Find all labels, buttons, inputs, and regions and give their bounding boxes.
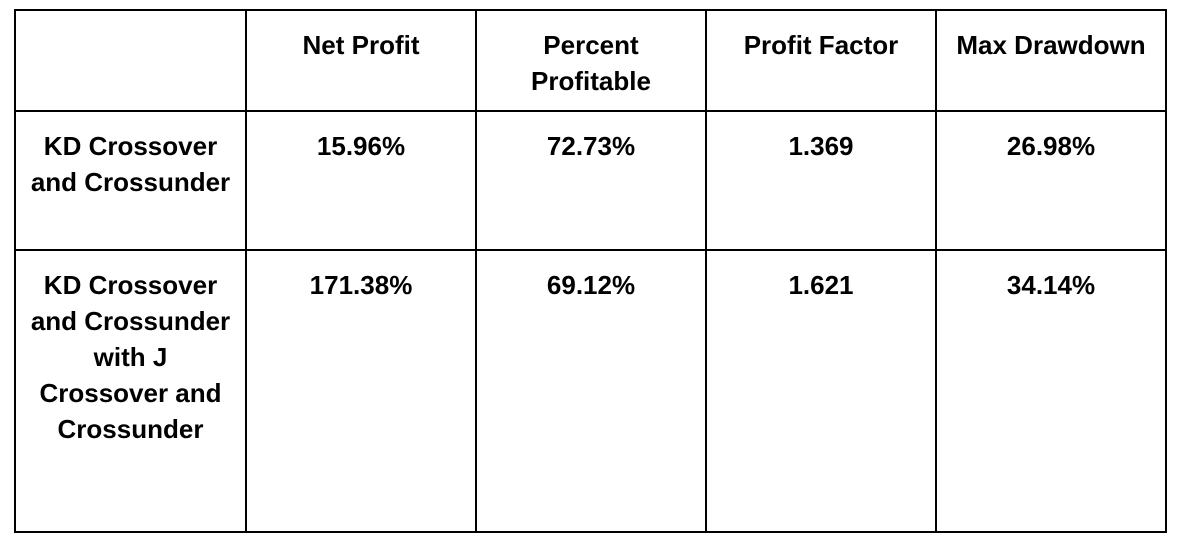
table-header-row: Net Profit Percent Profitable Profit Fac… — [14, 9, 1167, 112]
cell-net-profit: 15.96% — [245, 110, 477, 251]
cell-net-profit: 171.38% — [245, 249, 477, 533]
header-percent-profitable: Percent Profitable — [475, 9, 707, 112]
cell-profit-factor: 1.369 — [705, 110, 937, 251]
cell-max-drawdown: 26.98% — [935, 110, 1167, 251]
cell-percent-profitable: 72.73% — [475, 110, 707, 251]
cell-percent-profitable: 69.12% — [475, 249, 707, 533]
row-strategy-name: KD Crossover and Crossunder — [14, 110, 247, 251]
header-net-profit: Net Profit — [245, 9, 477, 112]
cell-profit-factor: 1.621 — [705, 249, 937, 533]
cell-max-drawdown: 34.14% — [935, 249, 1167, 533]
header-profit-factor: Profit Factor — [705, 9, 937, 112]
row-strategy-name: KD Crossover and Crossunder with J Cross… — [14, 249, 247, 533]
table-row: KD Crossover and Crossunder 15.96% 72.73… — [14, 110, 1167, 251]
table-row: KD Crossover and Crossunder with J Cross… — [14, 249, 1167, 533]
strategy-results-table: Net Profit Percent Profitable Profit Fac… — [14, 9, 1167, 533]
results-table-container: Net Profit Percent Profitable Profit Fac… — [14, 9, 1167, 533]
header-cell-empty — [14, 9, 247, 112]
header-max-drawdown: Max Drawdown — [935, 9, 1167, 112]
